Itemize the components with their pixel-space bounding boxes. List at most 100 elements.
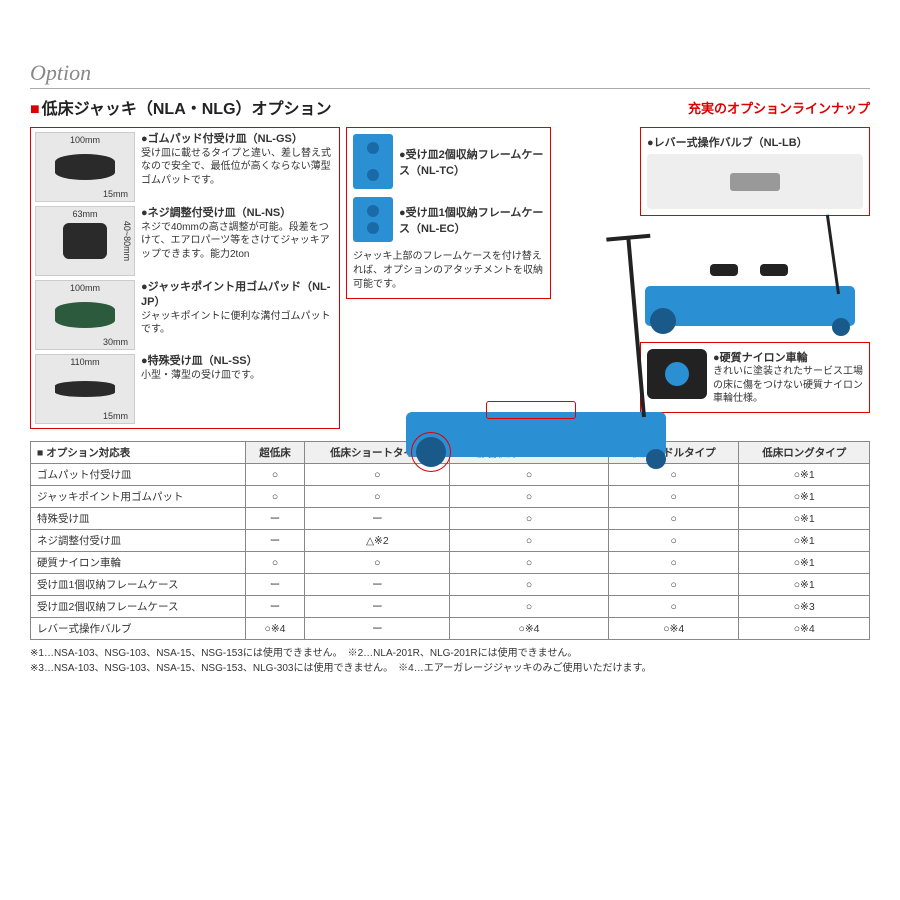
option-text: ●ジャッキポイント用ゴムパッド（NL-JP） ジャッキポイントに便利な溝付ゴムパ…	[141, 280, 335, 337]
option-name: ●ネジ調整付受け皿（NL-NS）	[141, 206, 335, 221]
option-text: ●特殊受け皿（NL-SS） 小型・薄型の受け皿です。	[141, 354, 260, 382]
table-row: 受け皿1個収納フレームケースーー○○○※1	[31, 574, 870, 596]
table-col: 超低床	[245, 442, 305, 464]
table-cell: ○	[608, 508, 739, 530]
table-row: レバー式操作バルブ○※4ー○※4○※4○※4	[31, 618, 870, 640]
left-options-box: 100mm 15mm ●ゴムパッド付受け皿（NL-GS） 受け皿に載せるタイプと…	[30, 127, 340, 429]
table-cell: ○※1	[739, 464, 870, 486]
table-cell: ○※4	[245, 618, 305, 640]
thumb-nl-jp: 100mm 30mm	[35, 280, 135, 350]
table-cell: ー	[245, 508, 305, 530]
jack-wheel-icon	[832, 318, 850, 336]
thumb-nl-ns: 63mm 40~80mm	[35, 206, 135, 276]
table-cell: ○	[305, 486, 450, 508]
table-cell: ○※4	[450, 618, 609, 640]
dim-side: 40~80mm	[122, 221, 132, 261]
table-cell: ー	[305, 596, 450, 618]
compatibility-table: ■ オプション対応表 超低床 低床ショートタイプ 静音低床ミドルタイプ 低床ミド…	[30, 441, 870, 640]
table-cell: ○※1	[739, 530, 870, 552]
sub-red-text: 充実のオプションラインナップ	[688, 98, 870, 117]
dim-top: 100mm	[70, 283, 100, 293]
table-cell: ○※3	[739, 596, 870, 618]
lever-name: ●レバー式操作バルブ（NL-LB）	[647, 134, 863, 150]
table-cell: ○	[450, 574, 609, 596]
thumb-nl-gs: 100mm 15mm	[35, 132, 135, 202]
table-row: ゴムパット付受け皿○○○○○※1	[31, 464, 870, 486]
header-row: ■低床ジャッキ（NLA・NLG）オプション 充実のオプションラインナップ	[30, 95, 870, 119]
table-rowhead: ゴムパット付受け皿	[31, 464, 246, 486]
jack-wheel-icon	[646, 449, 666, 469]
frame-name: ●受け皿2個収納フレームケース（NL-TC）	[399, 146, 544, 178]
table-cell: ○	[450, 508, 609, 530]
table-cell: ○	[245, 486, 305, 508]
dim-top: 100mm	[70, 135, 100, 145]
table-cell: ○	[608, 552, 739, 574]
option-desc: 小型・薄型の受け皿です。	[141, 369, 260, 383]
table-cell: ○	[608, 464, 739, 486]
table-cell: ○※1	[739, 486, 870, 508]
option-name: ●ゴムパッド付受け皿（NL-GS）	[141, 132, 335, 147]
lever-thumb	[647, 154, 863, 209]
jack-wheel-icon	[650, 308, 676, 334]
option-desc: ネジで40mmの高さ調整が可能。段差をつけて、エアロパーツ等をさけてジャッキアッ…	[141, 221, 335, 262]
table-cell: ー	[245, 596, 305, 618]
option-item: 63mm 40~80mm ●ネジ調整付受け皿（NL-NS） ネジで40mmの高さ…	[35, 206, 335, 276]
table-rowhead: ジャッキポイント用ゴムパット	[31, 486, 246, 508]
table-cell: ○	[450, 530, 609, 552]
table-cell: ー	[305, 574, 450, 596]
table-cell: ○	[608, 574, 739, 596]
table-cell: ○	[608, 486, 739, 508]
wheel-name: ●硬質ナイロン車輪	[713, 349, 863, 365]
center-area: ●受け皿2個収納フレームケース（NL-TC） ●受け皿1個収納フレームケース（N…	[346, 127, 634, 429]
table-row: ジャッキポイント用ゴムパット○○○○○※1	[31, 486, 870, 508]
table-cell: ○	[450, 464, 609, 486]
dim-bot: 15mm	[103, 189, 128, 199]
option-heading: Option	[30, 60, 870, 89]
callout-wheel	[411, 432, 451, 472]
right-column: ●レバー式操作バルブ（NL-LB） ●硬質ナイロン車輪 きれいに塗装されたサービ…	[640, 127, 870, 429]
table-cell: ○※1	[739, 508, 870, 530]
dim-bot: 15mm	[103, 411, 128, 421]
table-cell: ○	[305, 552, 450, 574]
main-title-text: 低床ジャッキ（NLA・NLG）オプション	[42, 101, 332, 118]
option-name: ●ジャッキポイント用ゴムパッド（NL-JP）	[141, 280, 335, 310]
jack-illustration-2	[640, 224, 870, 334]
table-row: 特殊受け皿ーー○○○※1	[31, 508, 870, 530]
table-cell: ○	[450, 596, 609, 618]
table-cell: ○	[450, 486, 609, 508]
table-cell: ○	[450, 552, 609, 574]
frame-thumb-tc	[353, 134, 393, 189]
jack-pad-icon	[710, 264, 738, 276]
jack-pad-icon	[760, 264, 788, 276]
option-desc: ジャッキポイントに便利な溝付ゴムパットです。	[141, 310, 335, 337]
wheel-desc: きれいに塗装されたサービス工場の床に傷をつけない硬質ナイロン車輪仕様。	[713, 365, 863, 406]
table-cell: ー	[305, 618, 450, 640]
table-cell: ○※1	[739, 574, 870, 596]
table-row: 硬質ナイロン車輪○○○○○※1	[31, 552, 870, 574]
table-rowhead: 受け皿1個収納フレームケース	[31, 574, 246, 596]
table-rowhead: レバー式操作バルブ	[31, 618, 246, 640]
table-corner: ■ オプション対応表	[31, 442, 246, 464]
footnotes: ※1…NSA-103、NSG-103、NSA-15、NSG-153には使用できま…	[30, 646, 870, 676]
frame-item: ●受け皿1個収納フレームケース（NL-EC）	[353, 197, 544, 242]
table-cell: ○	[608, 596, 739, 618]
table-cell: ○	[608, 530, 739, 552]
callout-frame	[486, 401, 576, 419]
table-row: ネジ調整付受け皿ー△※2○○○※1	[31, 530, 870, 552]
option-item: 110mm 15mm ●特殊受け皿（NL-SS） 小型・薄型の受け皿です。	[35, 354, 335, 424]
table-col: 低床ロングタイプ	[739, 442, 870, 464]
red-square-icon: ■	[30, 101, 40, 118]
content-row: 100mm 15mm ●ゴムパッド付受け皿（NL-GS） 受け皿に載せるタイプと…	[30, 127, 870, 429]
footnote-line: ※1…NSA-103、NSG-103、NSA-15、NSG-153には使用できま…	[30, 646, 870, 661]
lever-box: ●レバー式操作バルブ（NL-LB）	[640, 127, 870, 216]
frame-item: ●受け皿2個収納フレームケース（NL-TC）	[353, 134, 544, 189]
table-cell: ○※4	[608, 618, 739, 640]
table-rowhead: 受け皿2個収納フレームケース	[31, 596, 246, 618]
table-cell: △※2	[305, 530, 450, 552]
dim-top: 110mm	[70, 357, 99, 367]
wheel-thumb	[647, 349, 707, 399]
footnote-line: ※3…NSA-103、NSG-103、NSA-15、NSG-153、NLG-30…	[30, 661, 870, 676]
frame-thumb-ec	[353, 197, 393, 242]
option-item: 100mm 15mm ●ゴムパッド付受け皿（NL-GS） 受け皿に載せるタイプと…	[35, 132, 335, 202]
table-row: 受け皿2個収納フレームケースーー○○○※3	[31, 596, 870, 618]
